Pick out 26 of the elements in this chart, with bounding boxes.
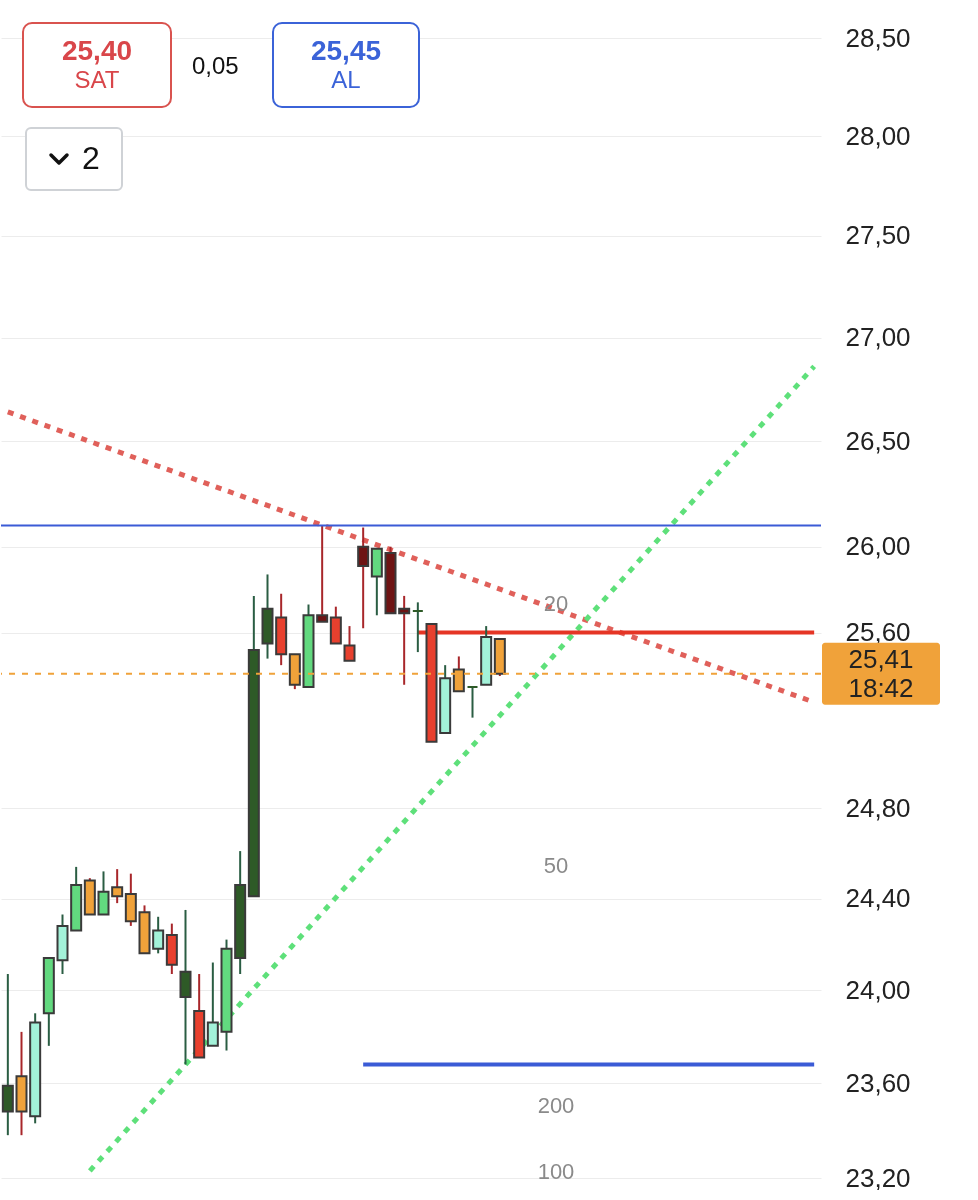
y-tick-label: 23,20 (845, 1162, 911, 1193)
annotation: 25,45 (310, 35, 382, 68)
annotation: 200 (537, 1093, 575, 1119)
y-tick-label: 26,50 (845, 425, 911, 456)
candlestick (343, 625, 356, 662)
y-tick-label: 27,00 (845, 322, 911, 353)
y-tick-label: 24,00 (845, 974, 911, 1005)
y-tick-label: 28,00 (845, 120, 911, 151)
y-tick-label: 23,60 (845, 1067, 911, 1098)
candlestick (206, 961, 219, 1047)
y-tick-label: 28,50 (845, 22, 911, 53)
candlestick (357, 526, 370, 630)
annotation: 50 (543, 853, 569, 879)
y-tick-label: 24,80 (845, 792, 911, 823)
y-tick-label: 27,50 (845, 220, 911, 251)
annotation: SAT (74, 66, 120, 94)
annotation: 100 (537, 1159, 575, 1185)
annotation: 2 (82, 140, 100, 177)
annotation: 0,05 (192, 52, 239, 80)
y-tick-label: 24,40 (845, 883, 911, 914)
candlestick (411, 601, 424, 654)
annotation: 20 (543, 591, 569, 617)
annotation: AL (331, 66, 361, 94)
annotation: 25,40 (61, 35, 133, 68)
candlestick (466, 685, 479, 719)
y-tick-label: 26,00 (845, 531, 911, 562)
